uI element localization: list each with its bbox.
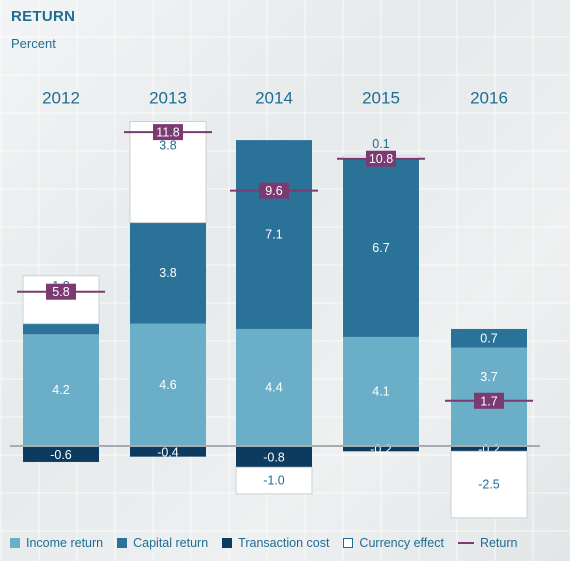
- bar-currency-2014: [235, 466, 313, 495]
- legend-item-transaction: Transaction cost: [222, 536, 329, 550]
- return-badge-2012: [46, 283, 76, 300]
- return-value-2013: 11.8: [156, 126, 179, 140]
- bar-currency-2016: [450, 450, 528, 519]
- return-badge-2014: [259, 182, 289, 199]
- bar-transaction-2012: [23, 446, 99, 462]
- bar-capital-2016: [451, 328, 527, 348]
- return-value-2015: 10.8: [369, 152, 393, 166]
- label-income-2014: 4.4: [265, 380, 282, 394]
- legend-swatch-transaction: [222, 538, 233, 548]
- return-badge-2016: [474, 392, 504, 409]
- return-value-2016: 1.7: [480, 394, 497, 408]
- legend-label-transaction: Transaction cost: [238, 536, 330, 550]
- bar-transaction-2014: [236, 446, 312, 468]
- label-income-2016: 3.7: [480, 370, 497, 384]
- bar-transaction-2015: [343, 446, 419, 452]
- legend-label-return: Return: [479, 536, 518, 550]
- label-capital-2015: 6.7: [372, 241, 389, 255]
- year-label-2016: 2016: [470, 89, 508, 108]
- label-currency-2013: 3.8: [159, 138, 176, 152]
- return-badge-2015: [366, 150, 396, 167]
- legend-item-return: Return: [457, 536, 518, 550]
- chart-subtitle: Percent: [11, 36, 56, 51]
- year-label-2015: 2015: [362, 89, 400, 108]
- legend-swatch-income: [10, 538, 20, 548]
- bar-income-2013: [130, 323, 206, 446]
- legend-label-currency: Currency effect: [359, 536, 444, 550]
- bar-capital-2014: [236, 140, 312, 329]
- label-income-2013: 4.6: [159, 378, 176, 392]
- bar-capital-2015: [343, 158, 419, 337]
- bar-transaction-2013: [130, 446, 206, 457]
- legend-label-income: Income return: [26, 536, 104, 550]
- label-capital-2014: 7.1: [265, 228, 282, 242]
- legend-swatch-return: [457, 542, 474, 544]
- label-transaction-2015: -0.2: [370, 443, 392, 457]
- legend-swatch-currency: [343, 538, 354, 548]
- label-currency-2014: -1.0: [263, 474, 285, 488]
- return-value-2014: 9.6: [265, 184, 282, 198]
- label-capital-2013: 3.8: [159, 266, 176, 280]
- legend-item-income: Income return: [10, 536, 103, 550]
- legend-swatch-capital: [117, 538, 128, 548]
- legend-item-currency: Currency effect: [343, 536, 444, 550]
- label-currency-2015: 0.1: [372, 137, 389, 151]
- year-label-2014: 2014: [255, 89, 293, 108]
- label-transaction-2012: -0.6: [50, 448, 72, 462]
- legend-item-capital: Capital return: [117, 536, 208, 550]
- label-currency-2016: -2.5: [478, 478, 500, 492]
- label-transaction-2013: -0.4: [157, 445, 179, 459]
- bar-income-2015: [343, 336, 419, 446]
- chart-title: RETURN: [11, 8, 76, 25]
- bar-capital-2013: [130, 222, 206, 324]
- return-badge-2013: [153, 124, 183, 141]
- return-value-2012: 5.8: [52, 285, 69, 299]
- bar-transaction-2016: [451, 446, 527, 452]
- bar-income-2014: [236, 328, 312, 446]
- label-transaction-2014: -0.8: [263, 451, 285, 465]
- legend-label-capital: Capital return: [133, 536, 209, 550]
- bar-income-2012: [23, 334, 99, 446]
- year-label-2012: 2012: [42, 89, 80, 108]
- legend: Income return Capital return Transaction…: [10, 535, 531, 551]
- label-income-2015: 4.1: [372, 384, 389, 398]
- bar-capital-2012: [23, 323, 99, 335]
- label-capital-2016: 0.7: [480, 331, 497, 345]
- label-income-2012: 4.2: [52, 383, 69, 397]
- year-label-2013: 2013: [149, 89, 187, 108]
